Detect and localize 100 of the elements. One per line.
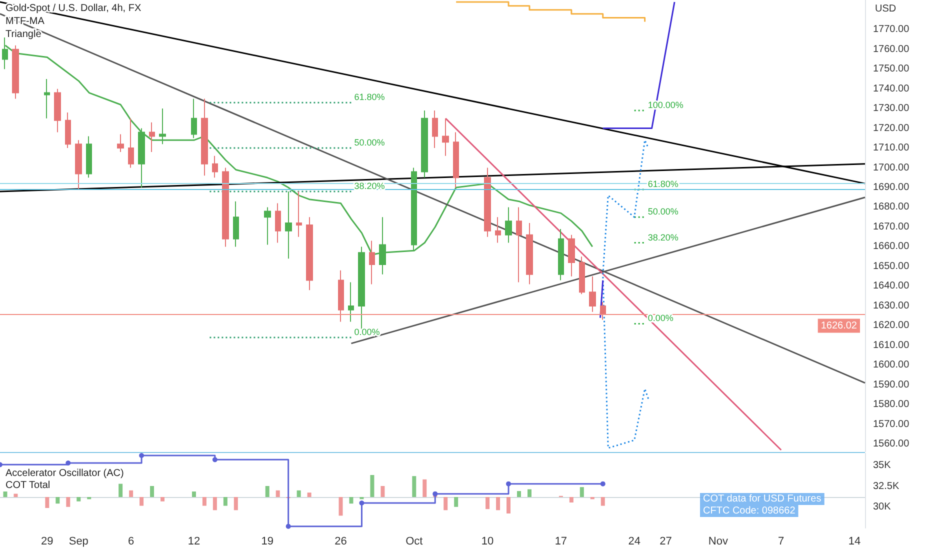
bar xyxy=(14,494,18,497)
candlestick xyxy=(128,118,134,168)
y-tick-label: 30K xyxy=(873,502,892,513)
bar xyxy=(87,496,92,500)
candlestick xyxy=(233,200,239,248)
x-tick-label: 29 xyxy=(41,536,54,548)
y-tick-label: 1720.00 xyxy=(873,122,910,134)
y-tick-label: 1710.00 xyxy=(873,142,910,154)
x-tick-label: 6 xyxy=(128,536,134,548)
candlestick xyxy=(338,270,344,322)
annotation: Triangle xyxy=(6,29,42,40)
candlestick xyxy=(568,234,575,277)
candlestick xyxy=(453,132,459,188)
bar xyxy=(192,491,196,497)
candlestick xyxy=(86,136,92,178)
bar xyxy=(590,496,594,500)
bar xyxy=(338,496,343,516)
bar xyxy=(422,479,427,497)
candlestick xyxy=(201,98,208,176)
candlestick xyxy=(285,190,292,260)
candlestick xyxy=(159,108,166,145)
candlestick xyxy=(348,282,354,322)
bar xyxy=(66,496,70,507)
x-tick-label: 14 xyxy=(848,536,861,548)
x-tick-label: 10 xyxy=(481,536,494,548)
bar xyxy=(580,487,584,497)
candlestick xyxy=(589,276,596,312)
bar xyxy=(454,496,458,507)
bar xyxy=(486,496,490,510)
annotation: 61.80% xyxy=(648,178,678,189)
candlestick xyxy=(411,167,417,252)
bar xyxy=(506,496,511,514)
candlestick xyxy=(138,128,145,188)
candlestick xyxy=(484,167,491,238)
candlestick xyxy=(65,112,71,149)
point xyxy=(506,481,512,486)
candlestick xyxy=(516,206,522,283)
candlestick xyxy=(75,140,82,190)
candlestick xyxy=(369,240,375,285)
bar xyxy=(444,496,448,510)
y-tick-label: 1660.00 xyxy=(873,241,910,252)
candlestick xyxy=(558,228,564,281)
candlestick xyxy=(12,44,19,100)
y-tick-label: 35K xyxy=(873,460,892,471)
x-tick-label: Oct xyxy=(406,536,423,548)
annotation: COT data for USD Futures xyxy=(703,494,822,504)
bar xyxy=(129,490,134,497)
candlestick xyxy=(495,216,501,244)
bar xyxy=(118,484,123,497)
bar xyxy=(234,496,238,510)
bar xyxy=(45,496,50,508)
text: COT Total xyxy=(6,480,50,491)
y-tick-label: 1650.00 xyxy=(873,260,910,272)
bar xyxy=(496,496,500,510)
annotation: 50.00% xyxy=(354,138,385,148)
bar xyxy=(160,496,165,502)
y-tick-label: 1690.00 xyxy=(873,182,910,194)
point xyxy=(600,481,606,486)
bar xyxy=(412,476,416,497)
y-tick-label: 1620.00 xyxy=(873,320,910,332)
point xyxy=(212,457,218,462)
candlestick xyxy=(264,206,271,246)
y-tick-label: 1600.00 xyxy=(873,360,910,371)
bar xyxy=(223,496,228,506)
annotation: 50.00% xyxy=(648,206,678,217)
candlestick xyxy=(212,155,218,178)
bar xyxy=(569,496,574,502)
y-tick-label: 1740.00 xyxy=(873,83,910,94)
y-tick-label: 32.5K xyxy=(873,480,900,492)
bar xyxy=(600,496,605,506)
annotation: 38.20% xyxy=(354,180,385,191)
y-tick-label: 1750.00 xyxy=(873,64,910,75)
bar xyxy=(349,496,354,504)
y-tick-label: 1580.00 xyxy=(873,399,910,410)
point xyxy=(359,500,364,506)
bar xyxy=(296,490,301,497)
bar xyxy=(3,491,8,497)
bar xyxy=(360,496,364,500)
y-tick-label: 1770.00 xyxy=(873,24,910,36)
x-tick-label: Sep xyxy=(68,536,88,548)
bar xyxy=(212,496,217,510)
candlestick xyxy=(222,167,229,248)
point xyxy=(139,453,144,458)
candlestick xyxy=(505,206,512,244)
y-tick-label: 1700.00 xyxy=(873,162,910,174)
bar xyxy=(76,496,81,502)
candlestick xyxy=(421,110,428,178)
bar xyxy=(202,496,206,506)
y-tick-label: 1730.00 xyxy=(873,103,910,114)
ref-line-label: 1626.02 xyxy=(820,320,858,332)
candlestick xyxy=(306,216,313,291)
x-tick-label: 7 xyxy=(778,536,784,548)
candlestick xyxy=(579,256,585,295)
bar xyxy=(380,486,385,497)
y-tick-label: 1760.00 xyxy=(873,44,910,55)
annotation: 38.20% xyxy=(648,232,678,242)
x-tick-label: 27 xyxy=(660,536,672,548)
y-tick-label: 1630.00 xyxy=(873,300,910,312)
bar xyxy=(265,486,270,497)
candlestick xyxy=(117,134,124,152)
